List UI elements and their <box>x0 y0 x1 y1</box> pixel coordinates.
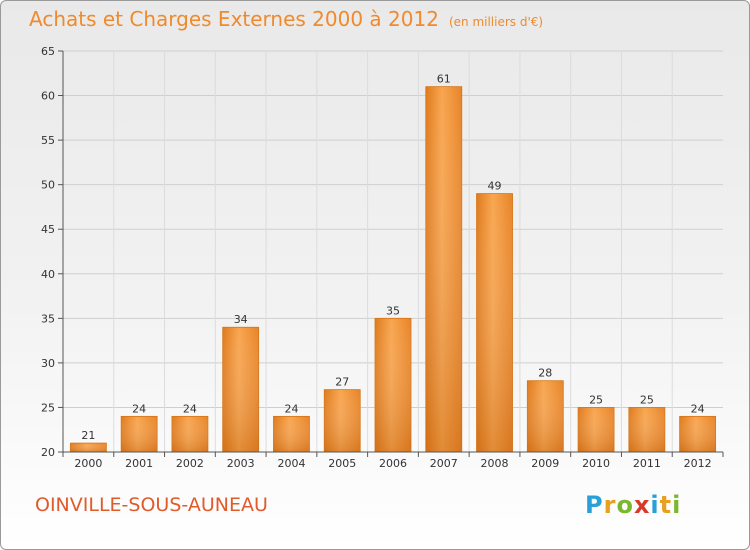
y-tick-label: 35 <box>41 312 55 325</box>
y-tick-label: 45 <box>41 223 55 236</box>
bar-shade <box>578 407 615 452</box>
data-label: 25 <box>589 393 603 406</box>
bar-shade <box>476 193 513 453</box>
data-label: 24 <box>691 402 705 415</box>
y-tick-label: 65 <box>41 45 55 58</box>
x-tick-label: 2005 <box>328 457 356 470</box>
location-name: OINVILLE-SOUS-AUNEAU <box>35 494 268 516</box>
x-tick-label: 2010 <box>582 457 610 470</box>
axis-layer: 20 25 30 35 40 45 50 55 60 65 2000 2001 2002 2003 2004… <box>41 45 724 470</box>
x-tick-label: 2009 <box>531 457 559 470</box>
data-label: 49 <box>488 180 502 193</box>
bar-shade <box>324 389 361 452</box>
bar-shade <box>375 318 411 452</box>
data-label: 35 <box>386 304 400 317</box>
x-tick-label: 2000 <box>74 457 102 470</box>
y-tick-label: 40 <box>41 268 55 281</box>
data-label: 24 <box>183 402 197 415</box>
x-tick-label: 2007 <box>430 457 458 470</box>
logo-letter: o <box>616 491 634 519</box>
bar-shade <box>425 86 462 453</box>
bar-shade <box>70 443 107 452</box>
logo-letter: i <box>650 491 660 519</box>
data-label: 28 <box>538 367 552 380</box>
bar-shade <box>679 416 716 452</box>
chart-title: Achats et Charges Externes 2000 à 2012 (e… <box>29 7 543 31</box>
data-label: 27 <box>335 376 349 389</box>
bar-shade <box>628 407 665 452</box>
logo-letter: r <box>603 491 617 519</box>
logo-letter: i <box>672 491 682 519</box>
y-tick-label: 25 <box>41 401 55 414</box>
chart-title-text: Achats et Charges Externes 2000 à 2012 <box>29 7 439 31</box>
bar-shade <box>222 327 259 452</box>
x-tick-label: 2004 <box>277 457 305 470</box>
data-label: 25 <box>640 393 654 406</box>
x-tick-label: 2006 <box>379 457 407 470</box>
x-tick-label: 2008 <box>481 457 509 470</box>
logo-letter: t <box>659 491 673 519</box>
logo-letter: P <box>585 491 604 519</box>
data-label: 21 <box>81 429 95 442</box>
chart-unit: (en milliers d'€) <box>448 15 544 29</box>
y-tick-label: 20 <box>41 446 55 459</box>
bar-shade <box>121 416 158 452</box>
y-tick-label: 50 <box>41 179 55 192</box>
x-tick-label: 2012 <box>684 457 712 470</box>
x-tick-label: 2003 <box>227 457 255 470</box>
data-label: 24 <box>132 402 146 415</box>
x-tick-label: 2002 <box>176 457 204 470</box>
data-label: 34 <box>234 313 248 326</box>
y-tick-label: 55 <box>41 134 55 147</box>
y-tick-label: 30 <box>41 357 55 370</box>
bar-shade <box>527 380 564 452</box>
logo-letter: x <box>633 491 651 519</box>
data-label: 24 <box>284 402 298 415</box>
proxiti-logo[interactable]: Proxiti <box>585 491 681 519</box>
y-tick-label: 60 <box>41 90 55 103</box>
bar-shade <box>171 416 208 452</box>
data-label: 61 <box>437 73 451 86</box>
x-tick-label: 2011 <box>633 457 661 470</box>
bar-layer: 21 24 24 34 24 27 35 61 49 28 25 25 24 <box>69 73 717 453</box>
x-tick-label: 2001 <box>125 457 153 470</box>
bar-shade <box>273 416 310 452</box>
